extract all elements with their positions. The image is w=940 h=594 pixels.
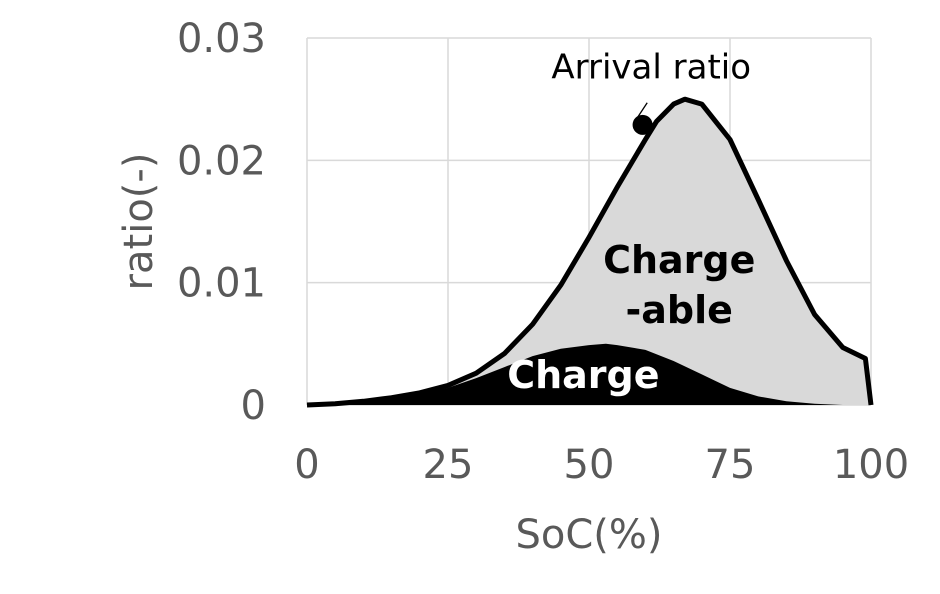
arrival-ratio-label: Arrival ratio: [551, 48, 751, 88]
tick-labels: 0 25 50 75 100 0 0.01 0.02 0.03: [177, 16, 909, 488]
chargeable-label-line1: Charge: [603, 238, 755, 282]
x-tick-label: 50: [564, 442, 615, 488]
y-tick-label: 0.01: [177, 261, 266, 307]
x-axis-title: SoC(%): [515, 512, 662, 558]
arrival-ratio-marker: [632, 114, 653, 135]
x-tick-label: 100: [833, 442, 909, 488]
chargeable-area: [307, 99, 871, 405]
y-tick-label: 0.03: [177, 16, 266, 62]
y-tick-label: 0: [241, 383, 266, 429]
y-axis-title: ratio(-): [116, 153, 162, 291]
charge-label: Charge: [507, 353, 659, 397]
x-tick-label: 75: [705, 442, 756, 488]
y-tick-label: 0.02: [177, 138, 266, 184]
charge-area: [307, 343, 871, 405]
chargeable-label-line2: -able: [626, 288, 733, 332]
x-tick-label: 25: [423, 442, 474, 488]
arrival-ratio-line: [306, 96, 874, 408]
plot-areas: [306, 96, 874, 408]
annotations: Arrival ratio Charge -able Charge: [507, 48, 755, 397]
x-tick-label: 0: [294, 442, 319, 488]
